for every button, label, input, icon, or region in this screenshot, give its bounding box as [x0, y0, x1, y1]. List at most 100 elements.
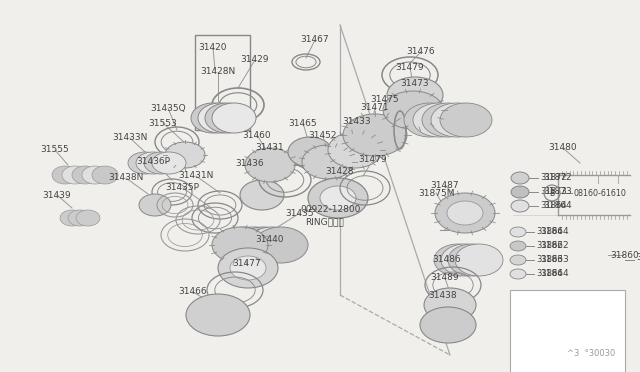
- Ellipse shape: [447, 201, 483, 225]
- Text: 31862: 31862: [540, 241, 568, 250]
- Text: 31479: 31479: [395, 64, 424, 73]
- Text: 31433N: 31433N: [112, 134, 147, 142]
- Ellipse shape: [152, 152, 186, 174]
- Ellipse shape: [510, 227, 526, 237]
- Ellipse shape: [441, 244, 489, 276]
- Text: 31487: 31487: [430, 180, 459, 189]
- Text: 31452: 31452: [308, 131, 337, 140]
- Ellipse shape: [511, 172, 529, 184]
- Text: 31860: 31860: [610, 250, 639, 260]
- Text: 31440: 31440: [255, 235, 284, 244]
- Ellipse shape: [128, 152, 162, 174]
- Ellipse shape: [424, 288, 476, 322]
- Text: 31431N: 31431N: [178, 171, 213, 180]
- Text: 31862: 31862: [536, 241, 563, 250]
- Text: 31864: 31864: [543, 202, 572, 211]
- Bar: [510, 290, 625, 372]
- Text: 31555: 31555: [40, 145, 68, 154]
- Ellipse shape: [186, 294, 250, 336]
- Text: 31864: 31864: [536, 228, 563, 237]
- Text: 31429: 31429: [240, 55, 269, 64]
- Ellipse shape: [440, 103, 492, 137]
- Text: 31873: 31873: [540, 187, 567, 196]
- Ellipse shape: [288, 137, 332, 167]
- Text: 00922-12800: 00922-12800: [300, 205, 360, 215]
- Ellipse shape: [144, 152, 178, 174]
- Ellipse shape: [404, 103, 456, 137]
- Text: 31438N: 31438N: [108, 173, 143, 183]
- Text: 31436: 31436: [235, 158, 264, 167]
- Ellipse shape: [245, 227, 299, 263]
- Ellipse shape: [510, 241, 526, 251]
- Ellipse shape: [68, 210, 92, 226]
- Ellipse shape: [236, 227, 290, 263]
- Ellipse shape: [76, 210, 100, 226]
- Text: 31428: 31428: [325, 167, 353, 176]
- Ellipse shape: [165, 142, 205, 168]
- Ellipse shape: [191, 103, 235, 133]
- Ellipse shape: [383, 91, 443, 129]
- Text: B: B: [549, 189, 555, 198]
- Ellipse shape: [431, 103, 483, 137]
- Text: 31864: 31864: [540, 269, 568, 279]
- Ellipse shape: [328, 132, 382, 168]
- Text: 31860: 31860: [636, 253, 640, 263]
- Text: 31489: 31489: [430, 273, 459, 282]
- Text: 31428N: 31428N: [200, 67, 236, 77]
- Text: 31863: 31863: [540, 256, 569, 264]
- Ellipse shape: [434, 244, 482, 276]
- Text: 31486: 31486: [432, 256, 461, 264]
- Text: 31480: 31480: [548, 144, 577, 153]
- Ellipse shape: [198, 103, 242, 133]
- Ellipse shape: [308, 178, 368, 218]
- Ellipse shape: [302, 145, 354, 179]
- Text: 31431: 31431: [255, 144, 284, 153]
- Text: 31476: 31476: [406, 48, 435, 57]
- Text: 31872: 31872: [540, 173, 566, 183]
- Text: RINGリング: RINGリング: [305, 218, 344, 227]
- Ellipse shape: [420, 307, 476, 343]
- Ellipse shape: [510, 255, 526, 265]
- Text: 31864: 31864: [536, 269, 563, 279]
- Text: 31553: 31553: [148, 119, 177, 128]
- Text: 31438: 31438: [428, 291, 456, 299]
- Text: 31864: 31864: [540, 202, 566, 211]
- Ellipse shape: [413, 103, 465, 137]
- Ellipse shape: [511, 186, 529, 198]
- Ellipse shape: [245, 148, 295, 182]
- Text: ^3  °30030: ^3 °30030: [567, 349, 615, 358]
- Text: 31863: 31863: [536, 256, 563, 264]
- Text: 31433: 31433: [342, 118, 371, 126]
- Ellipse shape: [212, 103, 256, 133]
- Text: 31465: 31465: [288, 119, 317, 128]
- Ellipse shape: [92, 166, 118, 184]
- Ellipse shape: [62, 166, 88, 184]
- Ellipse shape: [227, 227, 281, 263]
- Text: 31435: 31435: [285, 208, 314, 218]
- Ellipse shape: [82, 166, 108, 184]
- Ellipse shape: [387, 77, 443, 113]
- Text: 31477: 31477: [232, 259, 260, 267]
- Ellipse shape: [422, 103, 474, 137]
- Text: 31875M: 31875M: [418, 189, 454, 198]
- Text: 31439: 31439: [42, 190, 70, 199]
- Ellipse shape: [455, 244, 503, 276]
- Ellipse shape: [60, 210, 84, 226]
- Text: 31473: 31473: [400, 78, 429, 87]
- Ellipse shape: [52, 166, 78, 184]
- Ellipse shape: [218, 248, 278, 288]
- Ellipse shape: [448, 244, 496, 276]
- Ellipse shape: [320, 186, 356, 210]
- Text: 31479: 31479: [358, 155, 387, 164]
- Ellipse shape: [510, 269, 526, 279]
- Text: 31475: 31475: [370, 96, 399, 105]
- Text: 31873: 31873: [543, 187, 572, 196]
- Ellipse shape: [254, 227, 308, 263]
- Text: 31864: 31864: [540, 228, 568, 237]
- Ellipse shape: [435, 193, 495, 233]
- Text: 31436P: 31436P: [136, 157, 170, 167]
- Ellipse shape: [205, 103, 249, 133]
- Text: 31420: 31420: [198, 44, 227, 52]
- Text: 31467: 31467: [300, 35, 328, 45]
- Ellipse shape: [136, 152, 170, 174]
